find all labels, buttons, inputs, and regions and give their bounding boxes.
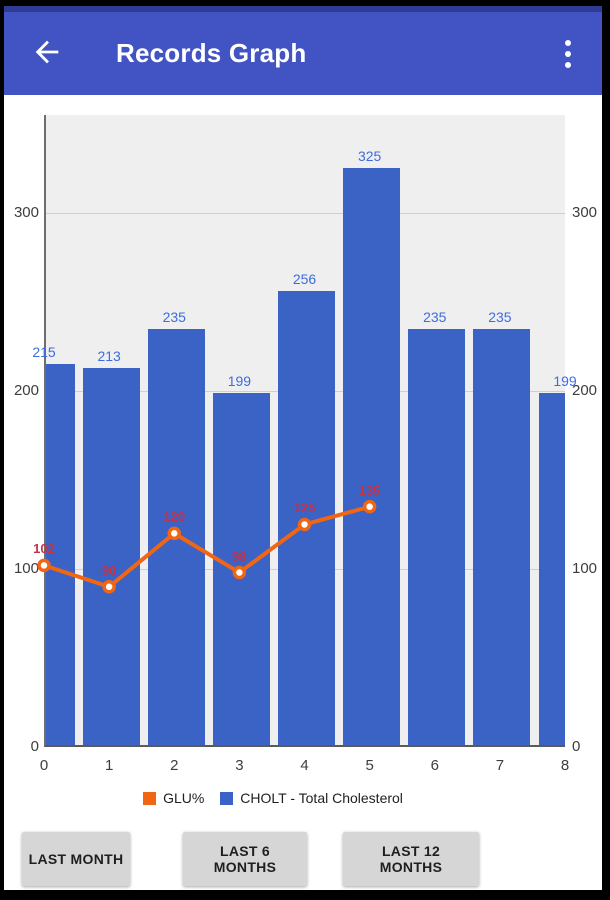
x-axis-tick: 4 [300, 757, 309, 774]
bar-value-label: 215 [32, 344, 56, 361]
app-bar: Records Graph [4, 12, 602, 95]
y-axis-tick-right: 0 [572, 738, 581, 755]
overflow-menu-button[interactable] [548, 31, 588, 77]
last-month-button[interactable]: LAST MONTH [22, 832, 130, 886]
records-chart: 215 213 235 199 256 325 235 235 199 0 0 100 100 200 20… [4, 95, 602, 785]
x-axis-tick: 3 [235, 757, 244, 774]
y-axis-tick-right: 200 [572, 381, 598, 399]
y-axis-tick-left: 200 [13, 381, 39, 399]
bar-x5[interactable] [343, 168, 401, 745]
bar-x2[interactable] [147, 328, 205, 745]
y-axis-tick-left: 100 [13, 559, 39, 577]
legend-label: CHOLT - Total Cholesterol [240, 790, 403, 806]
bar-x1[interactable] [82, 367, 140, 745]
vertical-ellipsis-icon [565, 39, 571, 46]
status-bar [4, 6, 602, 12]
time-range-buttons: LAST MONTH LAST 6 MONTHS LAST 12 MONTHS [4, 832, 602, 890]
y-axis-tick-left: 0 [30, 738, 39, 755]
back-button[interactable] [24, 31, 70, 77]
bar-value-label: 235 [162, 308, 186, 325]
chart-plot-area [44, 115, 565, 747]
y-axis-tick-left: 300 [13, 203, 39, 221]
y-axis-tick-right: 300 [572, 203, 598, 221]
bar-value-label: 199 [227, 372, 252, 389]
line-value-label: 125 [293, 500, 316, 516]
bar-x6[interactable] [408, 328, 466, 745]
legend-item-glu: GLU% [143, 790, 204, 806]
last-12-months-button[interactable]: LAST 12 MONTHS [343, 832, 479, 886]
arrow-left-icon [30, 35, 64, 72]
line-value-label: 98 [232, 548, 247, 564]
bar-value-label: 213 [97, 347, 121, 364]
x-axis-tick: 6 [430, 757, 439, 774]
line-value-label: 120 [163, 509, 186, 525]
legend-item-cholt: CHOLT - Total Cholesterol [220, 790, 403, 806]
page-title: Records Graph [116, 38, 307, 68]
bar-x3[interactable] [212, 392, 270, 745]
y-axis-tick-right: 100 [572, 559, 598, 577]
bar-value-label: 199 [553, 372, 577, 389]
app-screen: Records Graph 215 213 235 199 256 325 235 235 19… [4, 6, 602, 890]
gridline-300 [46, 212, 565, 214]
x-axis-tick: 7 [495, 757, 505, 774]
bars-layer [46, 115, 565, 745]
line-value-label: 90 [101, 562, 117, 578]
glu-swatch-icon [143, 791, 157, 805]
line-value-label: 135 [358, 482, 381, 498]
last-6-months-button[interactable]: LAST 6 MONTHS [183, 832, 307, 886]
bar-value-label: 235 [423, 308, 447, 325]
bar-x8[interactable] [538, 392, 565, 745]
x-axis-tick: 8 [560, 757, 570, 774]
x-axis-tick: 5 [365, 757, 374, 774]
bar-value-label: 325 [357, 148, 382, 165]
x-axis-tick: 0 [39, 757, 49, 774]
bar-x7[interactable] [473, 328, 531, 745]
bar-x4[interactable] [278, 291, 335, 745]
x-axis-tick: 1 [104, 757, 114, 774]
bar-value-label: 235 [488, 308, 512, 325]
line-value-label: 102 [33, 541, 55, 557]
x-axis-tick: 2 [170, 757, 179, 774]
chart-legend: GLU% CHOLT - Total Cholesterol [4, 790, 572, 806]
legend-label: GLU% [163, 790, 205, 806]
cholt-swatch-icon [220, 791, 234, 805]
bar-value-label: 256 [292, 271, 317, 288]
